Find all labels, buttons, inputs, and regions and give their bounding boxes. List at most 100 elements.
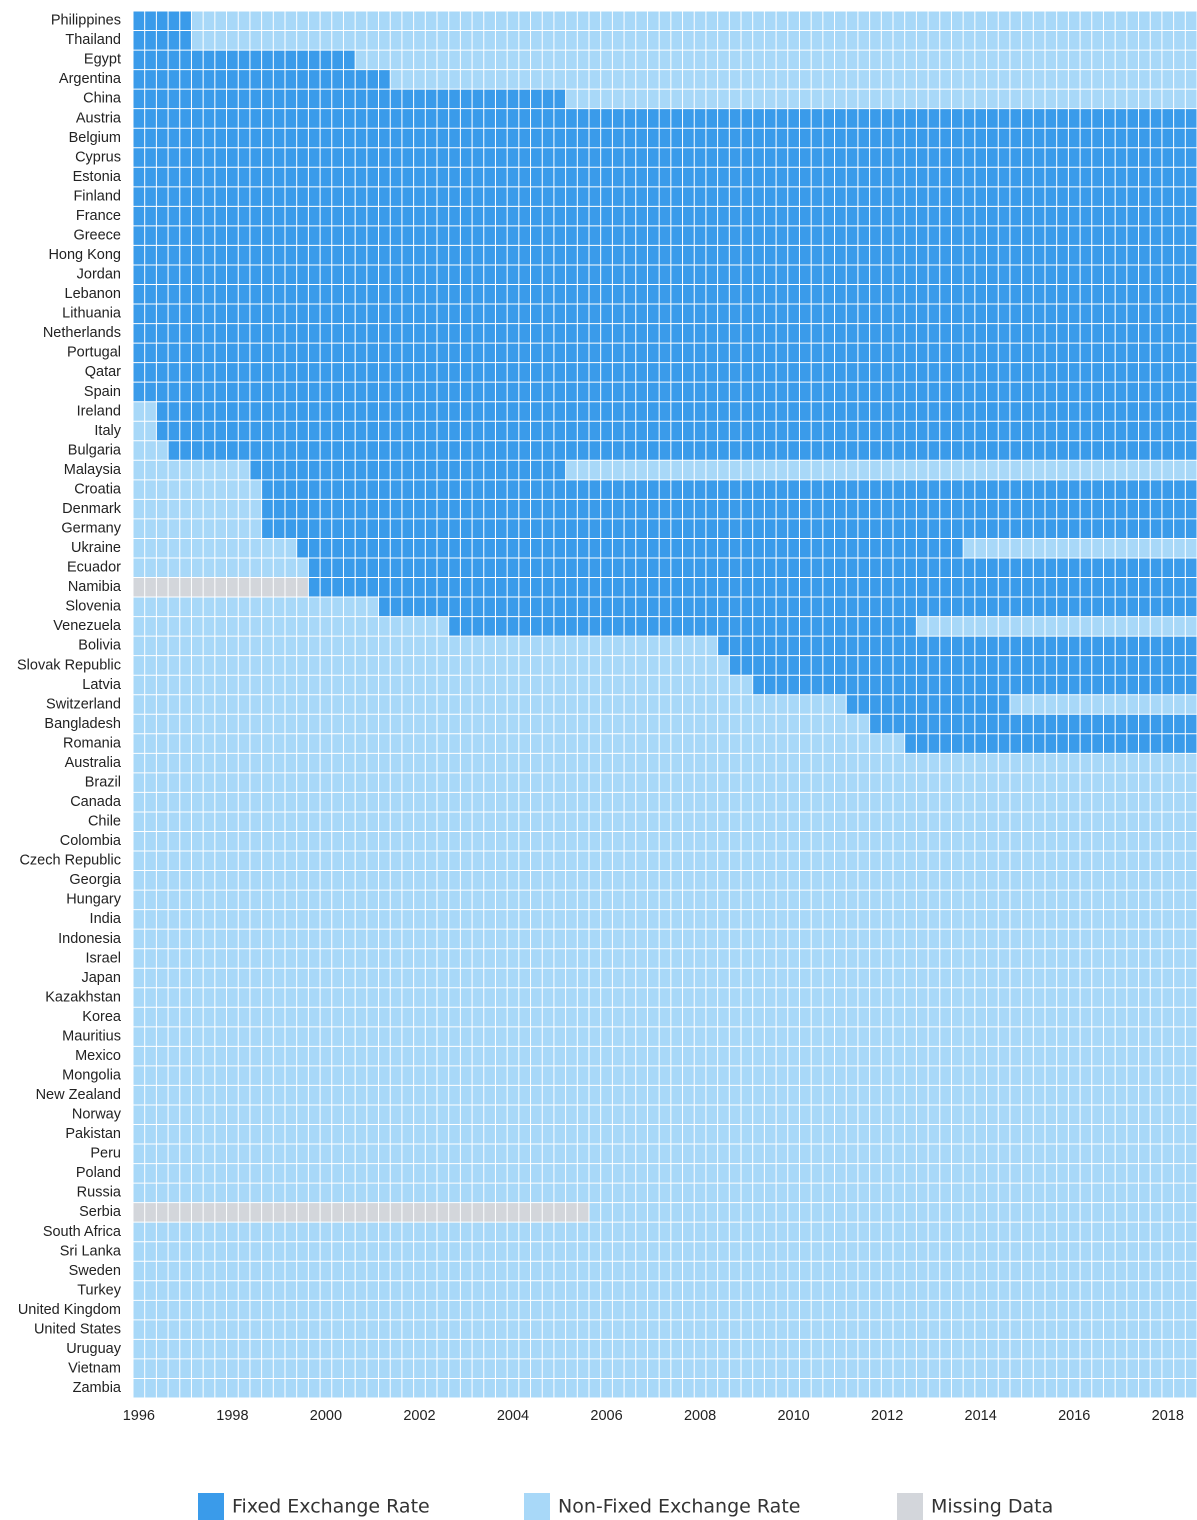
period-cell	[133, 225, 1197, 246]
legend-label: Missing Data	[931, 1496, 1053, 1518]
y-tick-label: Bolivia	[78, 638, 122, 654]
non-fixed-row	[133, 1124, 1197, 1145]
y-tick-label: Serbia	[79, 1204, 122, 1220]
non-fixed-row	[133, 929, 1197, 949]
non-fixed-row	[133, 890, 1197, 910]
non-fixed-row	[133, 30, 1197, 51]
y-tick-label: Indonesia	[58, 931, 122, 947]
period-cell	[133, 11, 192, 31]
y-tick-label: Mongolia	[62, 1067, 122, 1083]
x-tick-label: 2006	[590, 1408, 622, 1424]
legend-label: Fixed Exchange Rate	[232, 1496, 430, 1518]
non-fixed-row	[133, 772, 1197, 793]
y-tick-label: India	[90, 911, 122, 927]
y-tick-label: Latvia	[82, 677, 122, 693]
non-fixed-row	[133, 11, 1197, 31]
period-cell	[133, 186, 1197, 207]
non-fixed-row	[133, 831, 1197, 852]
y-tick-label: Jordan	[77, 267, 121, 283]
period-cell	[156, 401, 1197, 422]
y-tick-label: Chile	[88, 814, 121, 830]
y-tick-label: Germany	[61, 521, 121, 537]
y-tick-label: Ireland	[77, 403, 121, 419]
y-tick-label: Brazil	[85, 774, 121, 790]
y-tick-label: Canada	[70, 794, 122, 810]
period-cell	[133, 206, 1197, 226]
non-fixed-row	[133, 1261, 1197, 1281]
y-tick-label: France	[76, 208, 121, 224]
non-fixed-row	[133, 1222, 1197, 1242]
period-cell	[133, 108, 1197, 129]
non-fixed-row	[133, 1300, 1197, 1320]
non-fixed-row	[133, 851, 1197, 871]
x-tick-label: 2002	[403, 1408, 435, 1424]
non-fixed-row	[133, 811, 1197, 832]
y-tick-label: Netherlands	[43, 325, 121, 341]
non-fixed-row	[133, 1319, 1197, 1340]
y-tick-label: Finland	[73, 188, 121, 204]
y-tick-label: Vietnam	[68, 1361, 121, 1377]
y-tick-label: Argentina	[59, 71, 122, 87]
period-cell	[133, 304, 1197, 324]
y-tick-label: Greece	[73, 227, 121, 243]
y-tick-label: Egypt	[84, 52, 121, 68]
y-tick-label: Korea	[82, 1009, 122, 1025]
y-tick-label: Hungary	[66, 892, 122, 908]
y-tick-label: Zambia	[73, 1380, 122, 1396]
x-tick-label: 2008	[684, 1408, 716, 1424]
period-cell	[133, 343, 1197, 363]
y-tick-label: Spain	[84, 384, 121, 400]
non-fixed-row	[133, 1046, 1197, 1066]
y-tick-label: Australia	[65, 755, 122, 771]
non-fixed-row	[133, 50, 1197, 70]
y-tick-label: Japan	[81, 970, 121, 986]
period-cell	[133, 323, 1197, 344]
y-tick-label: Kazakhstan	[45, 989, 121, 1005]
y-tick-label: Georgia	[69, 872, 122, 888]
y-tick-label: Cyprus	[75, 149, 121, 165]
y-tick-label: Bangladesh	[44, 716, 121, 732]
y-tick-label: Turkey	[77, 1282, 122, 1298]
y-tick-label: Denmark	[62, 501, 122, 517]
legend-label: Non-Fixed Exchange Rate	[558, 1496, 800, 1518]
period-cell	[133, 89, 566, 109]
period-cell	[133, 362, 1197, 383]
period-cell	[133, 245, 1197, 265]
y-tick-label: Venezuela	[53, 618, 122, 634]
y-tick-label: United States	[34, 1321, 121, 1337]
period-cell	[133, 50, 356, 70]
y-tick-label: Portugal	[67, 345, 121, 361]
non-fixed-row	[133, 1007, 1197, 1027]
non-fixed-row	[133, 909, 1197, 930]
y-tick-label: South Africa	[43, 1224, 122, 1240]
x-tick-label: 2018	[1152, 1408, 1184, 1424]
y-tick-label: Uruguay	[66, 1341, 122, 1357]
period-cell	[133, 382, 1197, 402]
non-fixed-row	[133, 1358, 1197, 1379]
y-tick-label: Lithuania	[62, 306, 122, 322]
x-tick-label: 1998	[216, 1408, 248, 1424]
period-cell	[133, 128, 1197, 148]
non-fixed-row	[133, 792, 1197, 812]
non-fixed-row	[133, 1085, 1197, 1105]
y-tick-label: Switzerland	[46, 696, 121, 712]
y-tick-label: Philippines	[51, 13, 121, 29]
x-tick-label: 2010	[777, 1408, 809, 1424]
period-cell	[249, 460, 566, 480]
y-tick-label: Poland	[76, 1165, 121, 1181]
legend-swatch	[897, 1493, 923, 1520]
period-cell	[133, 284, 1197, 305]
period-cell	[133, 30, 192, 51]
period-cell	[133, 147, 1197, 168]
y-tick-label: Czech Republic	[19, 853, 121, 869]
period-cell	[296, 538, 964, 558]
x-tick-label: 2004	[497, 1408, 529, 1424]
period-cell	[133, 264, 1197, 285]
y-tick-label: Bulgaria	[68, 442, 122, 458]
non-fixed-row	[133, 1378, 1197, 1398]
y-tick-label: Namibia	[68, 579, 122, 595]
period-cell	[133, 167, 1197, 187]
legend-swatch	[198, 1493, 224, 1520]
non-fixed-row	[133, 753, 1197, 773]
